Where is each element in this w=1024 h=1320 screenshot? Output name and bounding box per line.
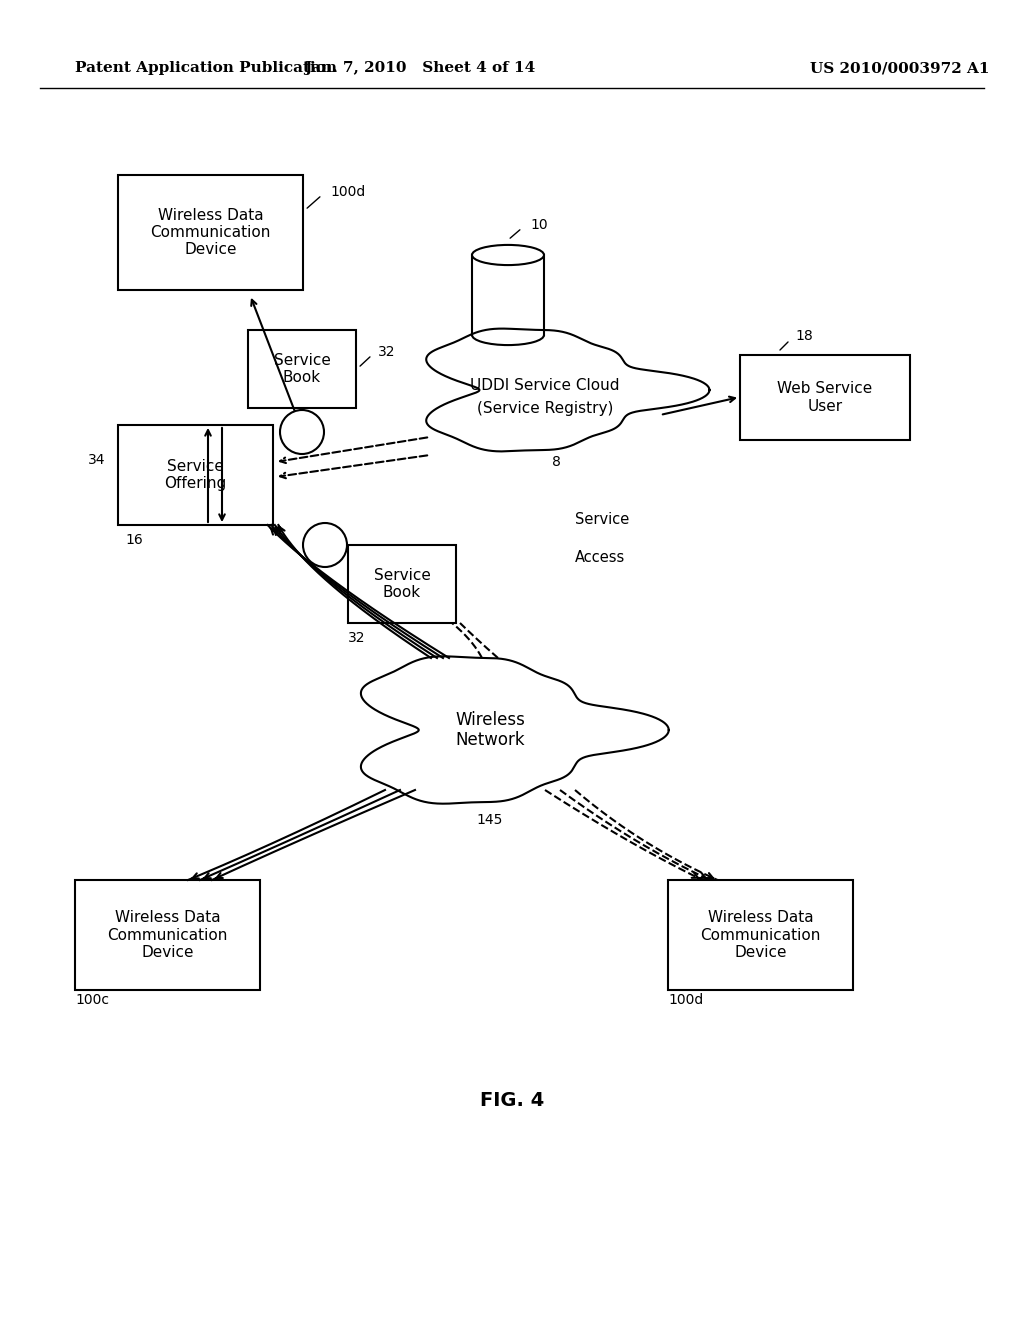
Text: C: C	[319, 537, 331, 553]
Text: 32: 32	[348, 631, 366, 645]
Bar	[348, 545, 456, 623]
Ellipse shape	[472, 246, 544, 265]
Text: Wireless Data
Communication
Device: Wireless Data Communication Device	[700, 909, 820, 960]
Text: 10: 10	[530, 218, 548, 232]
Bar	[118, 425, 273, 525]
Polygon shape	[426, 329, 710, 451]
Text: Jan. 7, 2010   Sheet 4 of 14: Jan. 7, 2010 Sheet 4 of 14	[304, 61, 536, 75]
Bar	[668, 880, 853, 990]
Text: D: D	[296, 425, 308, 440]
Text: Service: Service	[575, 512, 630, 528]
Text: Web Service
User: Web Service User	[777, 381, 872, 413]
Text: 100d: 100d	[668, 993, 703, 1007]
Bar	[75, 880, 260, 990]
Text: Service
Offering: Service Offering	[165, 459, 226, 491]
Bar	[248, 330, 356, 408]
Text: 8: 8	[552, 455, 561, 469]
Polygon shape	[360, 656, 669, 804]
Text: 34: 34	[87, 453, 105, 467]
Text: FIG. 4: FIG. 4	[480, 1090, 544, 1110]
Text: 18: 18	[795, 329, 813, 343]
Circle shape	[280, 411, 324, 454]
Bar	[118, 176, 303, 290]
Text: 100d: 100d	[330, 185, 366, 199]
Text: (Service Registry): (Service Registry)	[477, 400, 613, 416]
Text: Patent Application Publication: Patent Application Publication	[75, 61, 337, 75]
Text: 145: 145	[477, 813, 503, 828]
Text: 100c: 100c	[75, 993, 109, 1007]
Text: Wireless Data
Communication
Device: Wireless Data Communication Device	[151, 207, 270, 257]
Text: Service
Book: Service Book	[273, 352, 331, 385]
Text: Access: Access	[575, 550, 626, 565]
Text: Wireless
Network: Wireless Network	[455, 710, 525, 750]
Circle shape	[303, 523, 347, 568]
Text: US 2010/0003972 A1: US 2010/0003972 A1	[810, 61, 990, 75]
Text: 32: 32	[378, 345, 395, 359]
Bar	[472, 255, 544, 335]
Text: Wireless Data
Communication
Device: Wireless Data Communication Device	[108, 909, 227, 960]
Text: Service
Book: Service Book	[374, 568, 430, 601]
Text: UDDI Service Cloud: UDDI Service Cloud	[470, 378, 620, 392]
Text: 16: 16	[125, 533, 142, 546]
Bar	[740, 355, 910, 440]
